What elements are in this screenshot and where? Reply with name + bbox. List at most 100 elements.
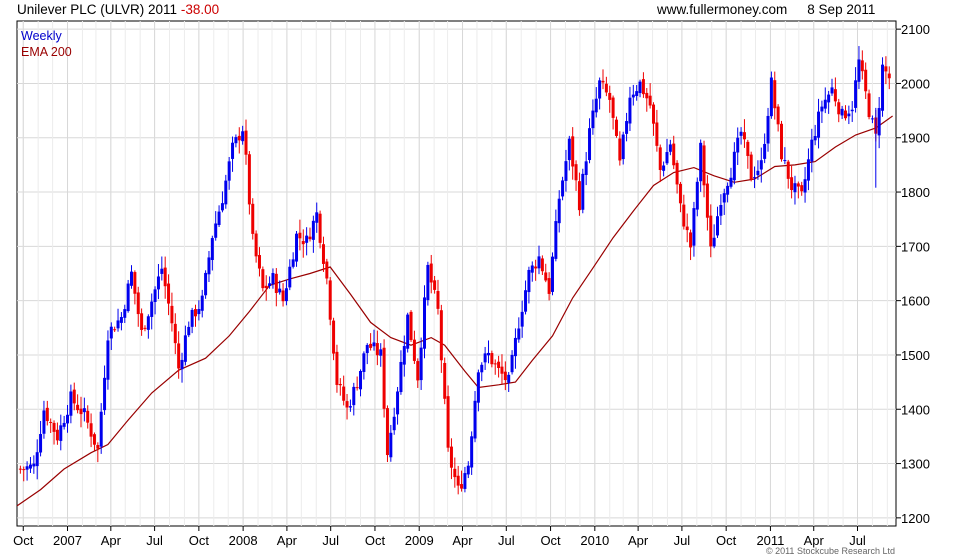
candle-body	[675, 162, 679, 185]
candle-body	[766, 115, 770, 144]
candle-body	[375, 343, 379, 356]
candle-body	[62, 422, 66, 427]
candle-body	[39, 434, 43, 453]
candle-body	[638, 81, 642, 94]
candle-body	[359, 370, 363, 390]
candle-body	[881, 64, 885, 111]
candle-body	[123, 309, 127, 318]
candle-body	[315, 212, 319, 223]
candle-body	[295, 233, 299, 262]
candle-body	[288, 266, 292, 288]
x-axis: Oct 2007 Apr Jul Oct 2008 Apr Jul Oct 2009 Apr Jul O…	[13, 526, 866, 548]
candle-body	[628, 97, 632, 124]
candle-body	[338, 384, 342, 386]
candle-body	[520, 311, 524, 327]
candle-body	[618, 138, 622, 161]
candle-body	[72, 389, 76, 404]
candle-body	[800, 185, 804, 192]
candle-body	[443, 362, 447, 399]
candle-body	[264, 285, 268, 289]
candle-body	[183, 335, 187, 362]
candle-body	[843, 110, 847, 119]
candle-body	[311, 220, 315, 240]
candle-body	[439, 310, 443, 361]
candle-body	[860, 60, 864, 72]
candle-body	[887, 73, 891, 79]
candle-body	[864, 69, 868, 92]
candle-body	[547, 278, 551, 294]
candle-body	[709, 215, 713, 247]
candle-body	[668, 144, 672, 152]
chart-title: Unilever PLC (ULVR) 2011 -38.00	[17, 2, 219, 17]
candle-body	[237, 135, 241, 141]
candle-body	[456, 475, 460, 486]
candle-body	[187, 326, 191, 336]
candle-body	[160, 268, 164, 274]
candle-body	[274, 273, 278, 293]
candle-body	[577, 181, 581, 211]
candle-body	[406, 314, 410, 349]
candle-body	[146, 316, 150, 330]
candle-body	[736, 137, 740, 153]
candle-body	[419, 347, 423, 381]
candle-body	[109, 326, 113, 339]
x-tick-label: Jul	[849, 533, 866, 548]
candle-body	[870, 118, 874, 120]
x-tick-label: Oct	[365, 533, 386, 548]
candle-body	[66, 414, 70, 424]
x-tick-label: Jul	[146, 533, 163, 548]
candle-body	[662, 165, 666, 171]
candle-body	[550, 256, 554, 292]
candle-body	[763, 143, 767, 159]
candle-body	[840, 108, 844, 116]
candle-body	[530, 265, 534, 273]
y-tick-label: 1600	[901, 294, 930, 309]
candle-body	[732, 151, 736, 181]
candle-body	[79, 408, 83, 415]
candle-body	[369, 343, 373, 348]
candle-body	[749, 154, 753, 180]
candle-body	[130, 271, 134, 286]
candle-body	[396, 391, 400, 415]
candle-body	[301, 241, 305, 245]
candle-body	[76, 404, 80, 411]
candle-body	[345, 401, 349, 408]
candle-body	[268, 283, 272, 287]
candle-body	[510, 354, 514, 373]
candle-body	[49, 421, 53, 423]
candle-body	[372, 342, 376, 347]
candle-body	[247, 154, 251, 205]
candle-body	[45, 407, 49, 422]
x-tick-label: Apr	[452, 533, 473, 548]
x-tick-label: Apr	[628, 533, 649, 548]
candle-body	[379, 349, 383, 356]
y-tick-label: 1900	[901, 131, 930, 146]
candle-body	[621, 134, 625, 160]
candle-body	[99, 411, 103, 447]
candle-body	[588, 128, 592, 161]
copyright: © 2011 Stockcube Research Ltd	[766, 546, 895, 556]
candle-body	[409, 311, 413, 340]
y-tick-label: 1700	[901, 239, 930, 254]
candle-body	[86, 410, 90, 423]
candle-body	[769, 77, 773, 117]
site-link[interactable]: www.fullermoney.com	[657, 2, 788, 17]
candle-body	[126, 283, 130, 312]
candle-body	[163, 267, 167, 287]
y-tick-label: 1800	[901, 185, 930, 200]
candle-body	[867, 93, 871, 118]
candle-body	[291, 259, 295, 267]
candle-body	[271, 273, 275, 285]
candle-body	[59, 425, 63, 441]
candle-body	[429, 263, 433, 283]
candle-body	[581, 173, 585, 210]
candle-body	[537, 256, 541, 269]
candle-body	[564, 161, 568, 181]
x-tick-label: Oct	[189, 533, 210, 548]
candle-body	[119, 317, 123, 323]
x-tick-label: Jul	[498, 533, 515, 548]
candle-body	[224, 180, 228, 205]
candle-body	[298, 232, 302, 239]
candle-body	[557, 198, 561, 224]
candle-body	[392, 416, 396, 431]
